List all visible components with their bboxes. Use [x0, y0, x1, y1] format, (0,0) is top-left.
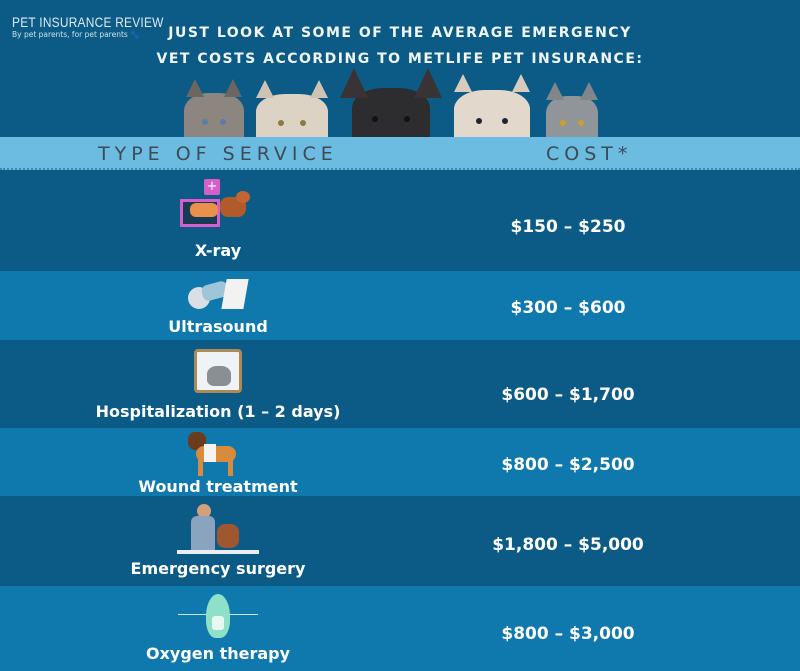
logo-title: PET INSURANCE REVIEW [12, 14, 164, 30]
dog-icon [340, 68, 442, 138]
cat-icon [256, 80, 328, 138]
table-row: Emergency surgery $1,800 – $5,000 [0, 496, 800, 586]
paw-icon: 🐾 [130, 30, 140, 39]
hospital-cage-cat-icon [194, 349, 242, 393]
table-row: Wound treatment $800 – $2,500 [0, 428, 800, 496]
header-type-of-service: TYPE OF SERVICE [98, 143, 338, 165]
xray-icon: + [180, 179, 256, 239]
service-name: Oxygen therapy [145, 644, 291, 663]
service-name: Ultrasound [168, 317, 268, 336]
cat-icon [454, 74, 530, 138]
headline-line-2: VET COSTS ACCORDING TO METLIFE PET INSUR… [156, 51, 644, 67]
table-row: Oxygen therapy $800 – $3,000 [0, 586, 800, 671]
table-header: TYPE OF SERVICE COST* [0, 137, 800, 170]
service-name: Hospitalization (1 – 2 days) [95, 402, 341, 421]
bandaged-dog-icon [188, 432, 248, 476]
table-row: + X-ray $150 – $250 [0, 171, 800, 271]
cost-range: $800 – $3,000 [501, 624, 635, 644]
table-row: Ultrasound $300 – $600 [0, 271, 800, 340]
cost-range: $150 – $250 [510, 217, 626, 237]
ultrasound-probe-icon [188, 275, 249, 313]
cat-icon [184, 79, 244, 138]
cost-range: $800 – $2,500 [501, 455, 635, 475]
header-cost: COST* [546, 143, 633, 165]
service-name: X-ray [194, 241, 242, 260]
oxygen-mask-icon [178, 592, 258, 642]
cost-range: $600 – $1,700 [501, 385, 635, 405]
vet-surgery-icon [177, 504, 259, 556]
cost-range: $1,800 – $5,000 [492, 535, 644, 555]
headline: JUST LOOK AT SOME OF THE AVERAGE EMERGEN… [150, 20, 650, 72]
cost-range: $300 – $600 [510, 298, 626, 318]
logo-tagline: By pet parents, for pet parents 🐾 [12, 30, 140, 39]
table-row: Hospitalization (1 – 2 days) $600 – $1,7… [0, 340, 800, 428]
service-name: Emergency surgery [130, 559, 306, 578]
cat-icon [546, 82, 598, 138]
service-name: Wound treatment [138, 477, 298, 496]
logo: PET INSURANCE REVIEW By pet parents, for… [12, 14, 190, 39]
peeking-pets-image [0, 68, 800, 138]
headline-line-1: JUST LOOK AT SOME OF THE AVERAGE EMERGEN… [168, 25, 632, 41]
